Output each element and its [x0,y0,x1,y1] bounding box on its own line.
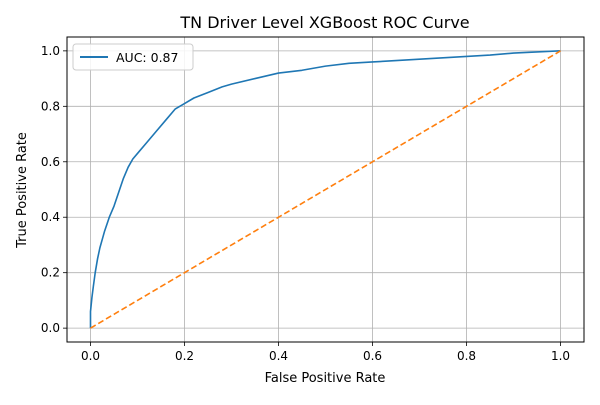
y-tick-label: 1.0 [41,44,60,58]
grid-layer [67,37,584,342]
y-tick-label: 0.8 [41,99,60,113]
tick-layer: 0.0 0.2 0.4 0.6 0.8 1.0 0.0 0.2 0.4 0.6 0.8 1.0 [41,44,570,363]
x-tick-label: 1.0 [551,349,570,363]
x-tick-label: 0.2 [175,349,194,363]
y-tick-label: 0.0 [41,321,60,335]
chart-title: TN Driver Level XGBoost ROC Curve [179,13,469,32]
x-tick-label: 0.8 [457,349,476,363]
x-tick-label: 0.0 [81,349,100,363]
y-tick-label: 0.2 [41,266,60,280]
y-tick-label: 0.6 [41,155,60,169]
legend-label-auc: AUC: 0.87 [116,50,178,65]
roc-curve-line [89,50,561,329]
x-axis-label: False Positive Rate [265,371,386,386]
legend: AUC: 0.87 [72,43,194,71]
y-tick-label: 0.4 [41,210,60,224]
legend-box [72,43,194,71]
chance-diagonal-line [90,50,561,329]
y-axis-label: True Positive Rate [15,132,30,249]
x-tick-label: 0.4 [269,349,288,363]
x-tick-label: 0.6 [363,349,382,363]
plot-frame [66,36,585,343]
series-layer [89,50,561,329]
